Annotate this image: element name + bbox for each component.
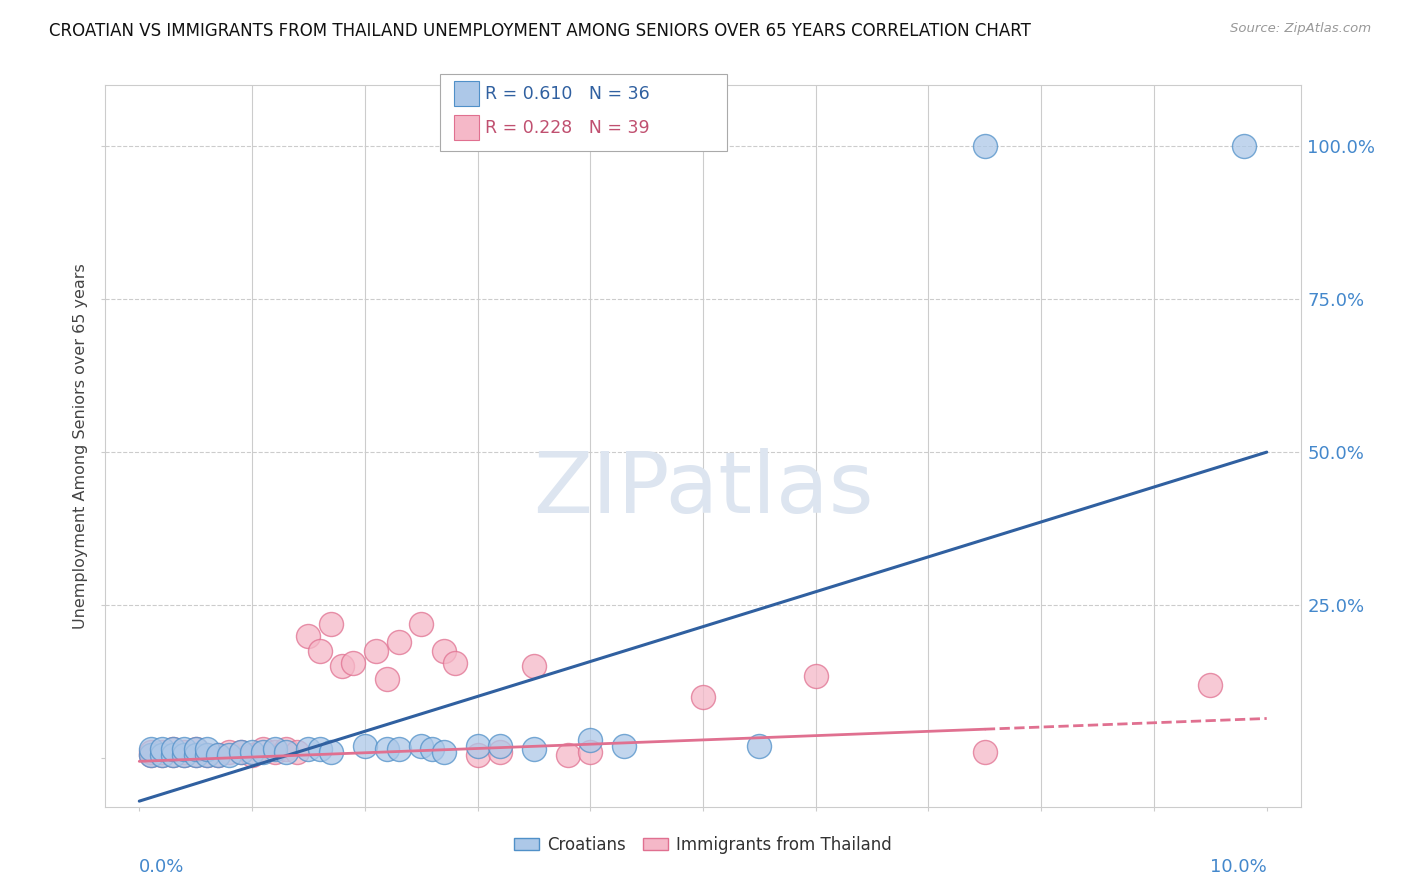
Point xyxy=(195,748,218,763)
Point xyxy=(375,672,398,686)
Point xyxy=(433,644,456,658)
Point xyxy=(364,644,387,658)
Point xyxy=(973,139,995,153)
Point xyxy=(274,745,297,759)
Point xyxy=(411,616,433,631)
Point xyxy=(150,748,173,763)
Point xyxy=(557,748,579,763)
Point xyxy=(207,748,229,763)
Point xyxy=(263,742,285,756)
Text: Source: ZipAtlas.com: Source: ZipAtlas.com xyxy=(1230,22,1371,36)
Point xyxy=(139,742,162,756)
Point xyxy=(523,742,546,756)
Point xyxy=(489,739,512,753)
Point xyxy=(748,739,770,753)
Point xyxy=(319,616,342,631)
Point xyxy=(375,742,398,756)
Point xyxy=(173,748,195,763)
Point xyxy=(579,732,602,747)
Text: R = 0.610   N = 36: R = 0.610 N = 36 xyxy=(485,85,650,103)
Text: 0.0%: 0.0% xyxy=(139,858,184,876)
Point xyxy=(139,748,162,763)
Point xyxy=(139,745,162,759)
Point xyxy=(252,745,274,759)
Point xyxy=(444,657,467,671)
Point xyxy=(173,745,195,759)
Point xyxy=(150,745,173,759)
Point xyxy=(692,690,714,704)
Point xyxy=(162,748,184,763)
Point xyxy=(173,748,195,763)
Y-axis label: Unemployment Among Seniors over 65 years: Unemployment Among Seniors over 65 years xyxy=(73,263,89,629)
Point xyxy=(162,742,184,756)
Point xyxy=(195,742,218,756)
Point xyxy=(229,745,252,759)
Point xyxy=(489,745,512,759)
Point xyxy=(184,742,207,756)
Point xyxy=(285,745,308,759)
Point xyxy=(207,748,229,763)
Point xyxy=(173,742,195,756)
Point xyxy=(613,739,636,753)
Point xyxy=(184,748,207,763)
Point xyxy=(387,635,409,649)
Point xyxy=(240,748,263,763)
Point xyxy=(150,748,173,763)
Point xyxy=(218,748,240,763)
Point xyxy=(1199,678,1222,692)
Point xyxy=(297,742,319,756)
Point xyxy=(139,748,162,763)
Point xyxy=(308,644,330,658)
Point xyxy=(162,742,184,756)
Point xyxy=(804,668,827,682)
Point xyxy=(330,659,353,673)
Point xyxy=(342,657,364,671)
Point xyxy=(523,659,546,673)
Point xyxy=(308,742,330,756)
Text: 10.0%: 10.0% xyxy=(1211,858,1267,876)
Point xyxy=(184,748,207,763)
Text: ZIPatlas: ZIPatlas xyxy=(533,448,873,531)
Legend: Croatians, Immigrants from Thailand: Croatians, Immigrants from Thailand xyxy=(508,829,898,861)
Point xyxy=(467,748,489,763)
Point xyxy=(184,742,207,756)
Point xyxy=(422,742,444,756)
Point xyxy=(973,745,995,759)
Point xyxy=(411,739,433,753)
Point xyxy=(579,745,602,759)
Point xyxy=(297,629,319,643)
Point xyxy=(150,742,173,756)
Point xyxy=(263,745,285,759)
Point xyxy=(1233,139,1256,153)
Text: CROATIAN VS IMMIGRANTS FROM THAILAND UNEMPLOYMENT AMONG SENIORS OVER 65 YEARS CO: CROATIAN VS IMMIGRANTS FROM THAILAND UNE… xyxy=(49,22,1031,40)
Point xyxy=(195,748,218,763)
Point xyxy=(240,745,263,759)
Point xyxy=(252,742,274,756)
Point xyxy=(274,742,297,756)
Point xyxy=(353,739,375,753)
Text: R = 0.228   N = 39: R = 0.228 N = 39 xyxy=(485,119,650,136)
Point xyxy=(218,745,240,759)
Point xyxy=(162,748,184,763)
Point xyxy=(433,745,456,759)
Point xyxy=(387,742,409,756)
Point xyxy=(319,745,342,759)
Point xyxy=(229,745,252,759)
Point xyxy=(467,739,489,753)
